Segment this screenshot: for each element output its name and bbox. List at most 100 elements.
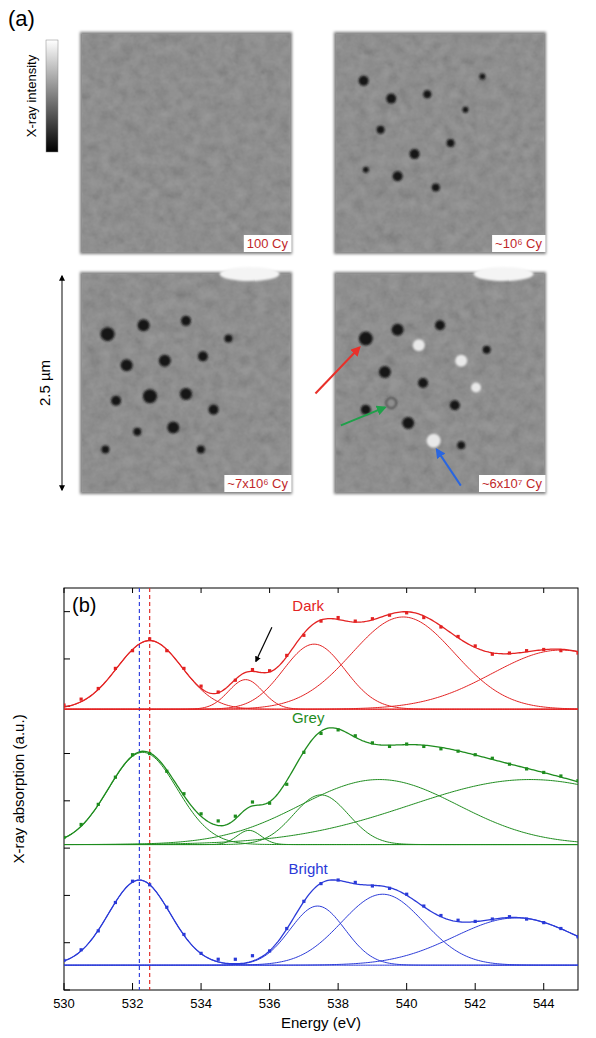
data-point (474, 753, 477, 756)
data-point (576, 651, 578, 654)
data-point (285, 654, 288, 657)
data-point (302, 751, 305, 754)
spot (423, 90, 431, 98)
spot (181, 316, 191, 326)
series (64, 728, 578, 845)
data-point (491, 757, 494, 760)
data-point (354, 620, 357, 623)
data-point (97, 687, 100, 690)
data-point (405, 893, 408, 896)
pointer-arrow (437, 450, 461, 486)
data-point (354, 734, 357, 737)
x-axis-title: Energy (eV) (281, 1014, 361, 1031)
reference-line (139, 588, 140, 990)
x-tick-label: 544 (533, 996, 555, 1011)
x-tick (543, 983, 544, 990)
micrograph: ~6x10⁷ Cy (334, 267, 546, 494)
fit-component (64, 906, 578, 965)
y-axis-title: X-ray absorption (a.u.) (10, 714, 27, 863)
bright-edge (220, 267, 280, 281)
data-point (302, 900, 305, 903)
x-tick-top (338, 588, 339, 593)
data-point (371, 884, 374, 887)
micrograph-texture (336, 34, 544, 252)
data-point (559, 774, 562, 777)
micrograph-body (334, 32, 546, 254)
fit-component (64, 780, 578, 845)
data-point (337, 878, 340, 881)
data-point (217, 958, 220, 961)
fit-component (64, 780, 578, 845)
data-point (525, 917, 528, 920)
x-tick-label: 536 (259, 996, 281, 1011)
data-point (268, 802, 271, 805)
data-point (182, 667, 185, 670)
spot (392, 324, 404, 336)
fit-curve (64, 728, 578, 838)
data-point (422, 745, 425, 748)
y-tick (64, 990, 70, 991)
data-point (114, 667, 117, 670)
x-tick-top (543, 588, 544, 593)
data-point (131, 649, 134, 652)
spot (447, 139, 455, 147)
colorbar-label: X-ray intensity (24, 54, 39, 137)
data-point (165, 770, 168, 773)
x-tick-top (269, 588, 270, 593)
micrograph-texture (82, 34, 290, 252)
panel-label: (a) (8, 6, 35, 31)
data-point (525, 649, 528, 652)
data-point (456, 635, 459, 638)
data-point (491, 653, 494, 656)
data-point (80, 948, 83, 951)
data-point (251, 668, 254, 671)
x-tick (201, 983, 202, 990)
data-point (576, 779, 578, 782)
spot (413, 339, 425, 351)
data-point (182, 933, 185, 936)
data-point (251, 954, 254, 957)
fit-component (64, 650, 578, 709)
panel-b: 530532534536538540542544Energy (eV)X-ray… (10, 588, 580, 1031)
spot (167, 421, 179, 433)
x-tick (269, 983, 270, 990)
data-point (542, 771, 545, 774)
data-point (148, 637, 151, 640)
fit-component (64, 617, 578, 709)
annotation-arrow (256, 627, 272, 661)
data-point (405, 611, 408, 614)
spot (121, 359, 133, 371)
micrograph-texture (82, 274, 290, 492)
spot (455, 355, 467, 367)
spot (224, 335, 232, 343)
data-point (319, 732, 322, 735)
data-point (64, 836, 66, 839)
micrograph: ~7x10⁶ Cy (80, 267, 292, 494)
data-point (439, 625, 442, 628)
y-tick (64, 658, 70, 659)
data-point (508, 915, 511, 918)
series-label: Dark (292, 597, 324, 614)
data-point (491, 917, 494, 920)
data-point (337, 728, 340, 731)
fit-component (64, 918, 578, 965)
x-tick-label: 542 (464, 996, 486, 1011)
data-point (97, 803, 100, 806)
data-point (131, 880, 134, 883)
data-point (422, 904, 425, 907)
fit-component (64, 894, 578, 965)
cycle-label: ~7x10⁶ Cy (227, 476, 288, 491)
data-point (148, 883, 151, 886)
fit-component (64, 641, 578, 710)
y-tick (64, 895, 70, 896)
data-point (268, 949, 271, 952)
data-point (319, 882, 322, 885)
fit-curve (64, 612, 578, 707)
data-point (217, 690, 220, 693)
data-point (319, 620, 322, 623)
spot (435, 320, 445, 330)
fit-component (64, 830, 578, 844)
x-tick-top (132, 588, 133, 593)
data-point (148, 752, 151, 755)
data-point (234, 958, 237, 961)
